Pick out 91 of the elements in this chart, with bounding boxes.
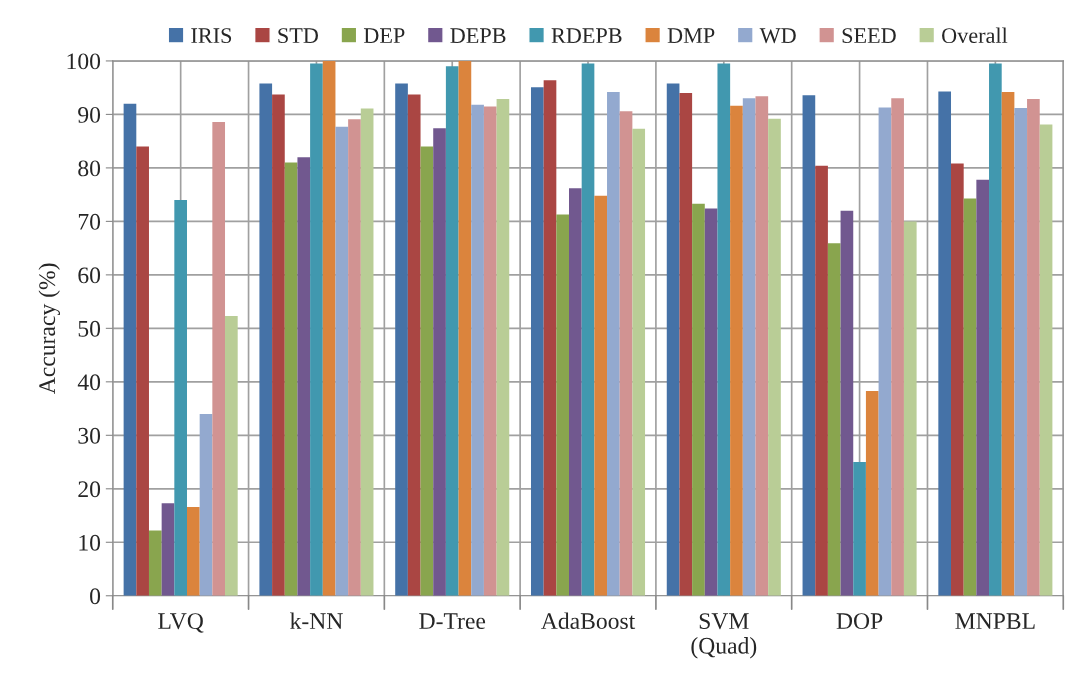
bar xyxy=(322,60,336,596)
bar xyxy=(891,98,904,596)
bar xyxy=(445,66,459,596)
bar xyxy=(619,111,633,596)
bar xyxy=(938,91,952,596)
bar xyxy=(1027,98,1040,596)
bar xyxy=(496,98,510,596)
x-tick-label: D-Tree xyxy=(419,613,486,630)
bar xyxy=(272,94,285,596)
bar xyxy=(212,121,226,596)
bar xyxy=(840,210,854,596)
bar xyxy=(483,106,497,596)
bar xyxy=(420,146,434,596)
bar xyxy=(360,108,374,596)
y-tick-label: 70 xyxy=(78,213,101,230)
bar xyxy=(348,119,361,596)
bar xyxy=(458,60,472,596)
bar xyxy=(704,208,718,596)
bar xyxy=(581,63,595,596)
legend-label: SEED xyxy=(842,28,896,44)
legend-label: DMP xyxy=(667,28,715,43)
bar xyxy=(407,94,421,596)
bar xyxy=(607,91,620,596)
bar xyxy=(148,530,162,596)
y-tick-label: 50 xyxy=(78,320,101,337)
bar xyxy=(827,243,841,596)
bar xyxy=(692,203,705,596)
bar xyxy=(136,146,149,596)
x-tick-label: LVQ xyxy=(158,613,204,633)
bar xyxy=(976,179,990,596)
bar xyxy=(543,80,557,596)
bar xyxy=(259,83,273,596)
y-tick-label: 80 xyxy=(78,160,101,177)
legend-label: STD xyxy=(278,28,318,44)
bar xyxy=(161,503,175,596)
bar xyxy=(717,63,731,596)
bar xyxy=(742,98,756,596)
bar xyxy=(755,96,769,596)
bar xyxy=(556,214,570,596)
bar xyxy=(1001,91,1015,596)
y-tick-label: 30 xyxy=(78,427,101,444)
y-axis-title: Accuracy (%) xyxy=(38,263,60,394)
bar xyxy=(768,118,781,596)
x-tick-label: SVM (Quad) xyxy=(691,613,757,659)
bar xyxy=(471,104,484,596)
y-tick-label: 20 xyxy=(78,481,101,498)
bar xyxy=(310,63,323,596)
bar xyxy=(335,126,349,596)
bar xyxy=(433,128,446,596)
x-tick-label: DOP xyxy=(836,613,883,630)
bar xyxy=(666,83,680,596)
bar xyxy=(174,199,187,596)
legend-label: Overall xyxy=(942,27,1008,44)
bar xyxy=(903,221,917,596)
bar xyxy=(632,128,646,596)
bar xyxy=(530,87,544,596)
legend-label: RDEPB xyxy=(551,28,622,43)
bar xyxy=(865,390,879,596)
bar xyxy=(730,105,743,596)
bar xyxy=(297,157,311,596)
bar xyxy=(815,165,828,596)
y-tick-label: 40 xyxy=(77,374,101,391)
x-tick-label: MNPBL xyxy=(955,613,1035,629)
y-tick-label: 10 xyxy=(79,534,101,551)
bar xyxy=(123,103,137,596)
legend-label: IRIS xyxy=(191,28,232,44)
bar xyxy=(853,462,866,596)
bar xyxy=(1039,124,1053,596)
y-tick-label: 100 xyxy=(67,53,101,70)
bar xyxy=(187,506,200,596)
bar xyxy=(225,316,238,596)
bar xyxy=(989,63,1002,596)
bar xyxy=(802,95,816,596)
y-tick-label: 0 xyxy=(90,588,101,605)
y-tick-label: 60 xyxy=(78,267,101,284)
bar xyxy=(199,413,213,596)
bar xyxy=(951,163,964,596)
legend-label: WD xyxy=(759,28,796,44)
bar xyxy=(594,195,608,596)
y-tick-label: 90 xyxy=(78,106,101,123)
x-tick-label: k-NN xyxy=(290,612,343,629)
bar xyxy=(1014,108,1028,596)
bar xyxy=(569,188,582,596)
bar xyxy=(963,198,977,596)
bar xyxy=(395,83,408,596)
legend-label: DEP xyxy=(363,28,405,43)
legend-label: DEPB xyxy=(450,28,506,43)
bar xyxy=(679,93,693,596)
x-tick-label: AdaBoost xyxy=(541,612,636,630)
bar xyxy=(878,107,892,596)
bar xyxy=(284,162,298,596)
